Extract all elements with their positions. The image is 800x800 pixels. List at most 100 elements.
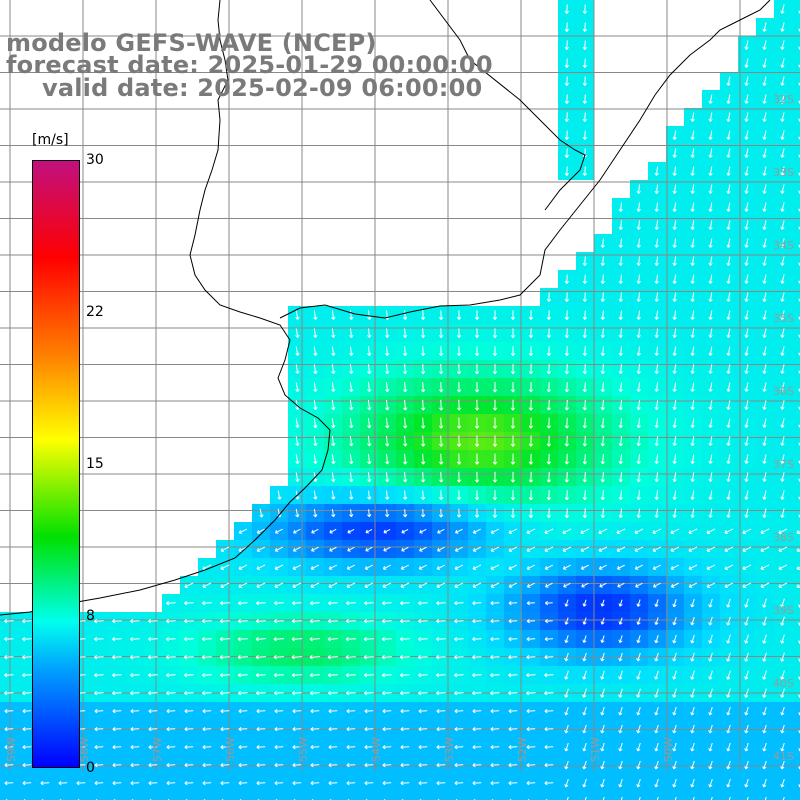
wind-arrow xyxy=(22,690,32,696)
wind-arrow xyxy=(256,546,266,552)
wind-arrow xyxy=(345,673,356,678)
wind-arrow xyxy=(510,310,516,320)
wind-arrow xyxy=(349,382,354,393)
wind-arrow xyxy=(564,364,570,375)
wind-arrow xyxy=(472,744,482,750)
wind-arrow xyxy=(292,600,302,606)
wind-arrow xyxy=(582,382,587,393)
wind-arrow xyxy=(652,564,662,570)
wind-cell xyxy=(540,792,558,800)
wind-arrow xyxy=(454,762,464,768)
wind-arrow xyxy=(708,652,713,662)
wind-arrow xyxy=(472,546,481,552)
wind-arrow xyxy=(636,364,641,374)
wind-arrow xyxy=(708,328,713,338)
wind-arrow xyxy=(690,238,695,248)
wind-arrow xyxy=(403,490,408,500)
wind-arrow xyxy=(582,130,587,140)
wind-arrow xyxy=(762,238,767,248)
wind-arrow xyxy=(780,166,785,176)
wind-arrow xyxy=(183,637,194,642)
wind-arrow xyxy=(636,472,641,483)
wind-arrow xyxy=(526,690,536,696)
wind-arrow xyxy=(327,637,339,642)
wind-cell xyxy=(792,162,800,180)
wind-arrow xyxy=(744,292,749,302)
wind-arrow xyxy=(744,616,749,626)
wind-arrow xyxy=(618,436,623,447)
wind-arrow xyxy=(490,636,500,642)
wind-arrow xyxy=(474,490,480,501)
wind-arrow xyxy=(690,364,695,374)
wind-arrow xyxy=(744,418,749,428)
wind-arrow xyxy=(112,762,122,768)
wind-arrow xyxy=(744,778,749,788)
wind-arrow xyxy=(4,780,14,786)
wind-arrow xyxy=(690,256,695,266)
wind-arrow xyxy=(346,726,356,732)
wind-arrow xyxy=(474,328,480,338)
wind-arrow xyxy=(618,220,623,230)
wind-arrow xyxy=(112,726,122,732)
wind-arrow xyxy=(708,436,713,446)
wind-arrow xyxy=(600,635,605,643)
wind-arrow xyxy=(94,690,104,696)
wind-arrow xyxy=(564,724,569,734)
wind-arrow xyxy=(184,582,194,589)
wind-arrow xyxy=(472,708,482,714)
colorbar-tick-22: 22 xyxy=(86,304,104,320)
wind-arrow xyxy=(472,672,482,678)
wind-arrow xyxy=(510,508,516,518)
wind-arrow xyxy=(148,762,158,768)
wind-arrow xyxy=(400,600,410,606)
wind-arrow xyxy=(385,328,390,338)
wind-arrow xyxy=(708,112,713,122)
wind-arrow xyxy=(744,202,749,212)
wind-cell xyxy=(792,576,800,594)
wind-arrow xyxy=(708,706,713,716)
wind-arrow xyxy=(367,472,372,483)
wind-arrow xyxy=(654,436,659,447)
wind-arrow xyxy=(492,310,498,320)
wind-cell xyxy=(756,792,774,800)
wind-arrow xyxy=(762,436,767,446)
wind-arrow xyxy=(403,328,408,338)
wind-arrow xyxy=(706,582,716,588)
wind-arrow xyxy=(438,346,444,357)
wind-arrow xyxy=(417,636,428,642)
longitude-label: 52W xyxy=(516,737,529,762)
wind-cell xyxy=(792,198,800,216)
wind-arrow xyxy=(349,418,354,429)
wind-arrow xyxy=(796,548,800,553)
wind-arrow xyxy=(528,399,534,411)
wind-arrow xyxy=(421,417,426,429)
wind-arrow xyxy=(690,328,695,338)
wind-arrow xyxy=(672,274,677,284)
wind-arrow xyxy=(672,634,677,644)
wind-arrow xyxy=(256,690,266,696)
wind-arrow xyxy=(346,708,356,714)
wind-arrow xyxy=(726,760,731,770)
wind-arrow xyxy=(708,490,713,500)
wind-arrow xyxy=(329,528,337,534)
wind-arrow xyxy=(202,690,212,696)
wind-arrow xyxy=(582,490,587,501)
wind-arrow xyxy=(726,418,731,428)
wind-arrow xyxy=(780,40,785,50)
wind-arrow xyxy=(600,400,605,411)
wind-arrow xyxy=(564,76,570,86)
longitude-label: 57W xyxy=(151,737,164,762)
wind-arrow xyxy=(600,435,605,447)
wind-arrow xyxy=(166,744,176,750)
wind-arrow xyxy=(690,706,695,716)
wind-arrow xyxy=(672,688,677,698)
wind-arrow xyxy=(400,564,409,570)
wind-arrow xyxy=(510,471,516,483)
wind-arrow xyxy=(690,346,695,356)
wind-cell xyxy=(378,792,396,800)
wind-arrow xyxy=(564,617,569,625)
wind-arrow xyxy=(419,546,427,552)
wind-arrow xyxy=(436,600,446,606)
wind-arrow xyxy=(490,690,500,696)
wind-arrow xyxy=(256,564,266,570)
